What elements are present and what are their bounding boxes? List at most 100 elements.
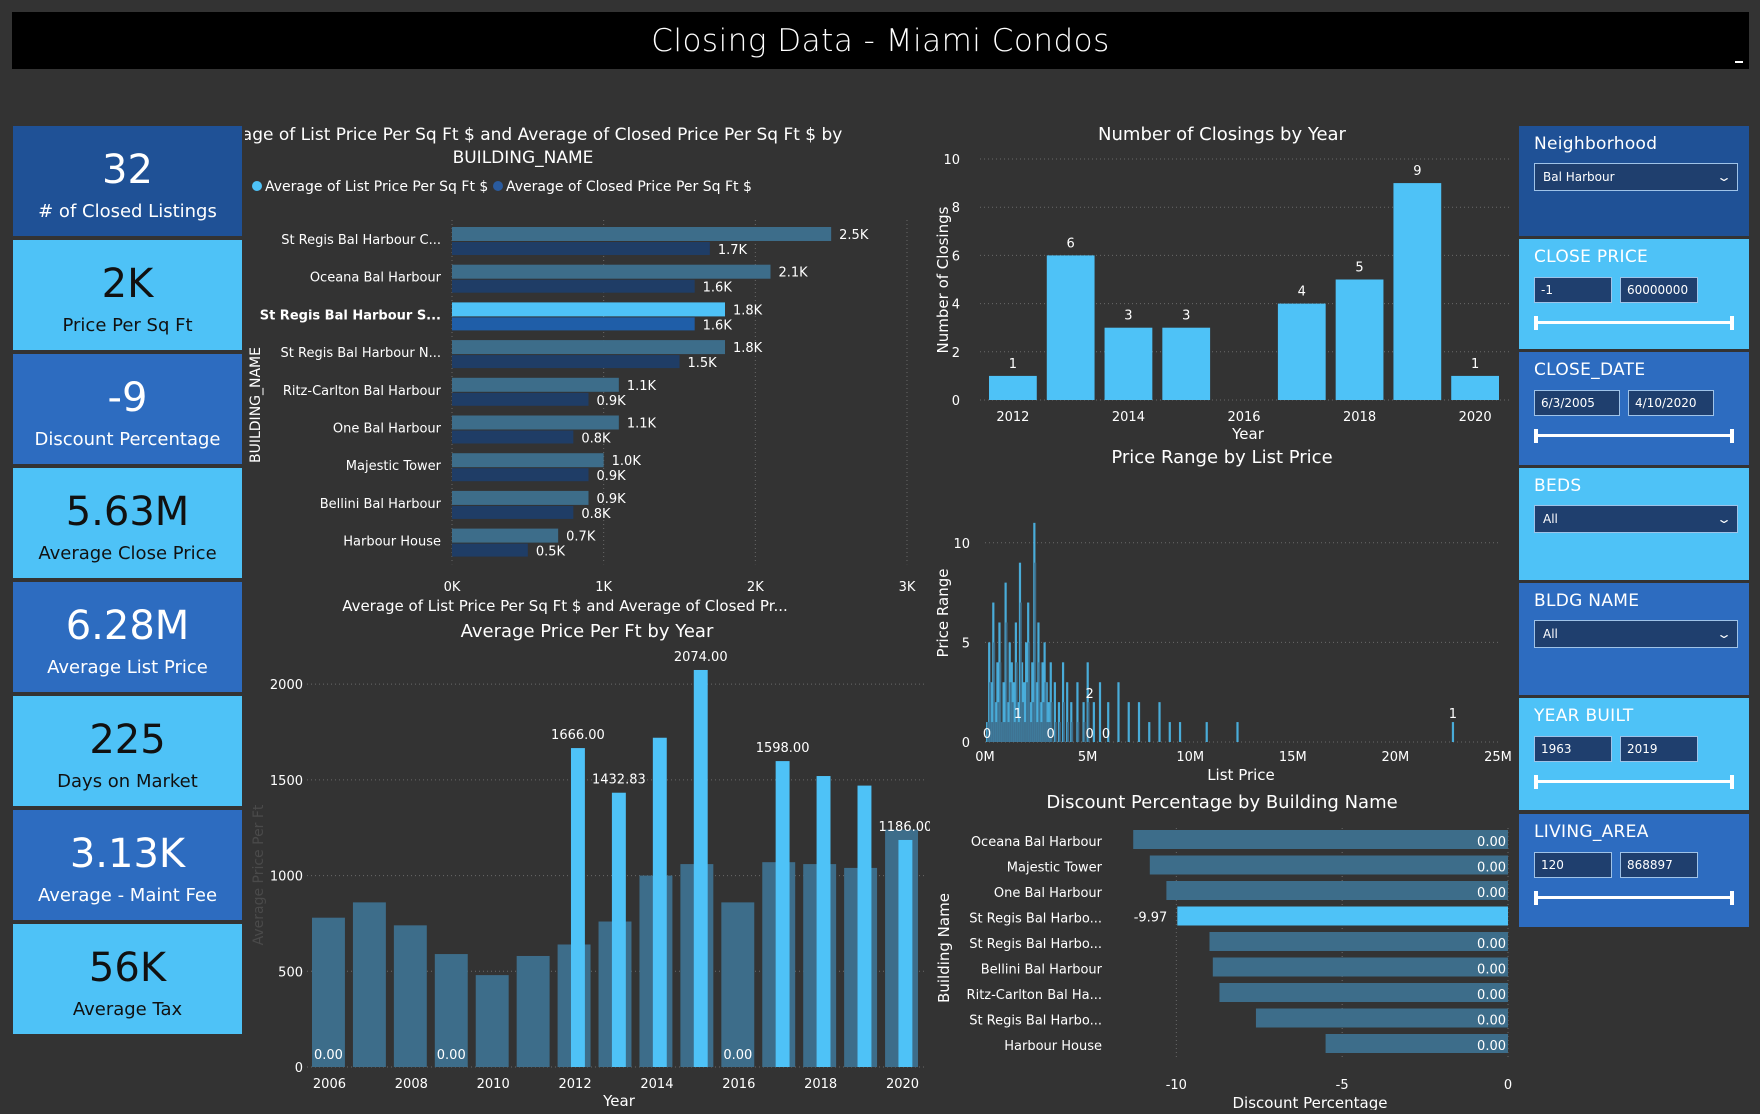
kpi-card: 2K Price Per Sq Ft [13,240,242,350]
dashboard-header: Closing Data - Miami Condos [12,12,1749,69]
close-price-max-input[interactable]: 60000000 [1620,277,1698,303]
kpi-card: 6.28M Average List Price [13,582,242,692]
y-tick-label: 1500 [270,774,303,789]
data-label: 1.1K [627,417,657,432]
price-range-bar [1061,662,1065,742]
price-range-bar-secondary [999,662,1002,742]
price-range-bar [1006,702,1009,742]
data-label: 0.9K [597,492,627,507]
close-price-slider[interactable] [1534,316,1734,330]
data-label: 0.5K [536,545,566,560]
close-price-min-input[interactable]: -1 [1534,277,1612,303]
avg-price-bar-muted [393,925,427,1067]
bldg-name-dropdown[interactable]: All ⌄ [1534,620,1738,648]
closings-bar [1104,327,1153,400]
data-label: 0.00 [1477,1014,1506,1029]
year-built-max-input[interactable]: 2019 [1620,736,1698,762]
chevron-down-icon: ⌄ [1715,512,1733,526]
minimize-icon[interactable] [1735,61,1743,63]
close-date-slider[interactable] [1534,429,1734,443]
neighborhood-dropdown[interactable]: Bal Harbour ⌄ [1534,163,1738,191]
beds-dropdown[interactable]: All ⌄ [1534,505,1738,533]
category-label: St Regis Bal Harbo... [969,1014,1102,1029]
data-label: 0.7K [566,530,596,545]
data-label: 0 [1047,727,1055,742]
close-date-min-input[interactable]: 6/3/2005 [1534,390,1620,416]
x-tick-label: 15M [1279,750,1307,765]
bar-list-price [452,490,589,505]
slider-handle-min[interactable] [1534,891,1538,905]
kpi-value: -9 [107,375,148,421]
y-tick-label: 10 [953,537,970,552]
closings-by-year-chart: Number of Closings by Year 0 2 4 6 8 10 Number … [934,124,1510,443]
price-range-bar-secondary [1046,722,1049,742]
slider-handle-max[interactable] [1730,316,1734,330]
price-range-bar [1012,682,1015,742]
category-label: Oceana Bal Harbour [971,835,1103,850]
data-label: 1.0K [612,454,642,469]
slider-handle-max[interactable] [1730,429,1734,443]
category-label: St Regis Bal Harbo... [969,912,1102,927]
price-range-bar-secondary [1062,702,1065,742]
category-label: Bellini Bal Harbour [320,497,442,512]
legend-label: Average of Closed Price Per Sq Ft $ [506,179,752,195]
x-axis-label: Year [1231,425,1265,443]
price-range-bar-secondary [1026,682,1029,742]
x-tick-label: 2020 [886,1077,919,1092]
year-built-min-input[interactable]: 1963 [1534,736,1612,762]
slider-handle-min[interactable] [1534,316,1538,330]
y-tick-label: 2 [952,346,960,361]
bar-list-price [452,340,725,355]
bar-list-price [452,377,619,392]
year-built-filter: YEAR BUILT 1963 2019 [1519,698,1749,810]
kpi-value: 3.13K [69,831,186,877]
price-range-bar [1016,702,1020,742]
living-area-max-input[interactable]: 868897 [1620,852,1698,878]
data-label: 1 [1449,707,1457,722]
category-label: St Regis Bal Harbour C... [281,233,441,248]
price-range-bar [1039,702,1042,742]
slider-handle-max[interactable] [1730,891,1734,905]
bar-closed-price [452,392,589,406]
closings-bar [989,375,1037,400]
slider-handle-max[interactable] [1730,775,1734,789]
discount-bar [1325,1034,1508,1053]
category-label: Ritz-Carlton Bal Ha... [967,988,1102,1003]
data-label: 4 [1298,285,1306,300]
close-date-max-input[interactable]: 4/10/2020 [1628,390,1714,416]
price-range-bar-secondary [1087,702,1090,742]
price-range-bar-secondary [989,682,992,742]
category-label: Oceana Bal Harbour [310,271,442,286]
price-range-bar-secondary [1007,722,1010,742]
price-range-bar-secondary [1009,682,1012,742]
price-range-bar [994,702,997,742]
x-tick-label: 0K [444,580,461,595]
avg-price-bar-muted [352,902,386,1067]
data-label: 2.1K [779,266,809,281]
discount-bar [1219,983,1508,1002]
living-area-slider[interactable] [1534,891,1734,905]
price-range-bar [1158,702,1161,742]
year-built-slider[interactable] [1534,775,1734,789]
living-area-min-input[interactable]: 120 [1534,852,1612,878]
data-label: 1 [1009,357,1017,372]
data-label: 1.5K [688,356,718,371]
x-tick-label: 2016 [722,1077,755,1092]
beds-filter: BEDS All ⌄ [1519,468,1749,580]
price-range-bar [1053,682,1056,742]
avg-price-bar-muted [475,975,509,1067]
bar-list-price [452,415,619,430]
avg-price-bar-bright [570,748,585,1067]
slider-handle-min[interactable] [1534,775,1538,789]
price-range-bar-secondary [1067,722,1070,742]
discount-bar [1133,830,1508,849]
price-range-bar-secondary [1001,722,1004,742]
category-label: Harbour House [1004,1039,1102,1054]
close-price-filter: CLOSE PRICE -1 60000000 [1519,239,1749,349]
price-range-bar [1020,662,1024,742]
data-label: 0.00 [1477,963,1506,978]
close-date-filter: CLOSE_DATE 6/3/2005 4/10/2020 [1519,352,1749,465]
kpi-label: Discount Percentage [34,429,221,450]
price-range-bar [1010,662,1013,742]
slider-handle-min[interactable] [1534,429,1538,443]
